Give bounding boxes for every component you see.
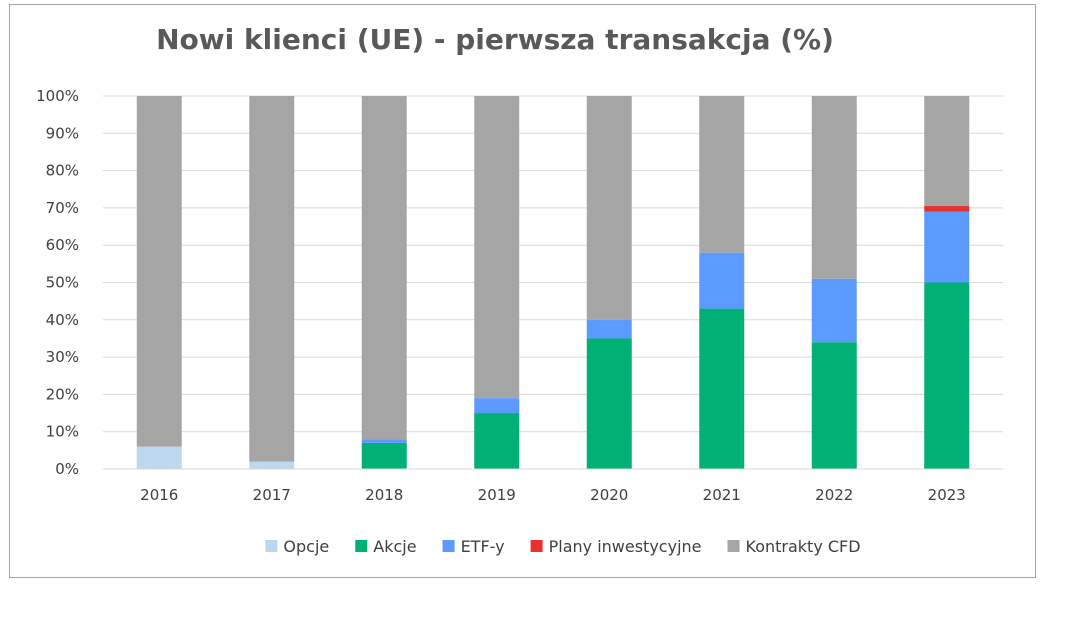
bar-segment	[924, 282, 970, 469]
y-tick-label: 50%	[46, 274, 79, 292]
bar-segment	[249, 96, 295, 462]
bar-segment	[811, 278, 857, 343]
legend-label: ETF-y	[461, 537, 505, 556]
bar-segment	[924, 206, 970, 212]
x-tick-label: 2017	[253, 486, 291, 504]
bars-layer	[136, 96, 970, 469]
bar-segment	[811, 96, 857, 279]
axis-layer: 0% 10% 20% 30% 40% 50% 60% 70% 80% 90% 100% 2016 201…	[36, 87, 1003, 504]
x-tick-label: 2021	[703, 486, 741, 504]
legend-swatch	[727, 540, 740, 552]
y-tick-label: 60%	[46, 236, 79, 254]
bar-segment	[811, 342, 857, 469]
bar-segment	[136, 446, 182, 469]
bar-segment	[586, 338, 632, 469]
legend-item: Plany inwestycyjne	[530, 537, 702, 556]
bar-segment	[699, 308, 745, 469]
y-tick-label: 70%	[46, 199, 79, 217]
bar-segment	[361, 442, 407, 469]
legend-label: Kontrakty CFD	[746, 537, 861, 556]
y-tick-label: 10%	[46, 423, 79, 441]
legend-item: ETF-y	[442, 537, 505, 556]
bar-segment	[924, 96, 970, 207]
y-tick-label: 20%	[46, 385, 79, 403]
x-tick-label: 2023	[928, 486, 966, 504]
legend-swatch	[265, 540, 278, 552]
y-tick-label: 0%	[55, 460, 79, 478]
x-tick-label: 2018	[365, 486, 403, 504]
y-tick-label: 30%	[46, 348, 79, 366]
x-tick-label: 2019	[478, 486, 516, 504]
bar-segment	[474, 413, 520, 469]
legend-item: Opcje	[265, 537, 329, 556]
bar-segment	[136, 96, 182, 447]
y-tick-label: 90%	[46, 124, 79, 142]
legend-item: Kontrakty CFD	[727, 537, 861, 556]
legend-label: Akcje	[373, 537, 416, 556]
legend-item: Akcje	[355, 537, 417, 556]
grid-layer	[103, 95, 1003, 470]
y-tick-label: 40%	[46, 311, 79, 329]
x-tick-label: 2022	[815, 486, 853, 504]
bar-segment	[474, 398, 520, 414]
y-tick-label: 100%	[36, 87, 79, 105]
bar-segment	[699, 252, 745, 309]
legend-label: Plany inwestycyjne	[549, 537, 702, 556]
legend-swatch	[442, 540, 455, 552]
x-tick-label: 2020	[590, 486, 628, 504]
bar-segment	[699, 96, 745, 253]
chart-title: Nowi klienci (UE) - pierwsza transakcja …	[156, 23, 834, 56]
bar-segment	[249, 461, 295, 469]
bar-segment	[361, 439, 407, 443]
legend: Opcje Akcje ETF-y Plany inwestycyjne Kontrak…	[265, 537, 861, 556]
bar-segment	[361, 96, 407, 440]
bar-segment	[474, 96, 520, 399]
bar-segment	[586, 319, 632, 339]
y-tick-label: 80%	[46, 162, 79, 180]
legend-label: Opcje	[283, 537, 329, 556]
bar-segment	[586, 96, 632, 320]
bar-segment	[924, 211, 970, 283]
x-tick-label: 2016	[140, 486, 178, 504]
legend-swatch	[355, 540, 368, 552]
legend-swatch	[530, 540, 543, 552]
